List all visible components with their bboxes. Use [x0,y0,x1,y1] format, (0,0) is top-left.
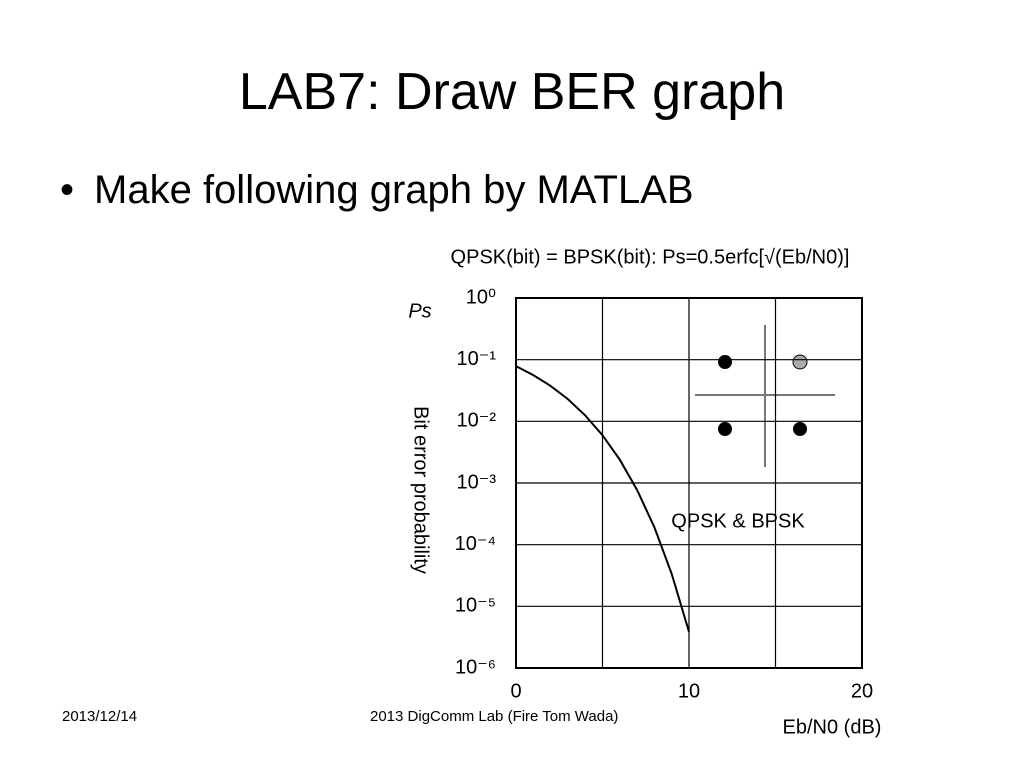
ber-curve [515,365,690,633]
y-tick-label: 10⁻⁴ [455,533,496,555]
y-tick-label: 10⁻² [457,410,497,432]
x-tick-label: 10 [678,680,700,702]
bullet: Make following graph by MATLAB [60,168,694,213]
y-tick-label: 10⁻⁵ [455,595,496,617]
slide-title: LAB7: Draw BER graph [238,63,786,121]
y-tick-label: 10⁰ [466,286,496,308]
constellation-icon [695,325,835,467]
y-symbol: Ps [408,300,431,322]
y-tick-label: 10⁻³ [457,471,497,493]
x-axis-label: Eb/N0 (dB) [783,716,882,738]
x-tick-label: 0 [510,680,521,702]
chart-title: QPSK(bit) = BPSK(bit): Ps=0.5erfc[√(Eb/N… [451,246,850,268]
y-tick-label: 10⁻⁶ [455,656,496,678]
footer-date: 2013/12/14 [62,708,138,725]
x-tick-label: 20 [851,680,873,702]
annotation: QPSK & BPSK [671,510,805,532]
y-axis-label: Bit error probability [410,406,432,574]
footer-credit: 2013 DigComm Lab (Fire Tom Wada) [370,708,619,725]
y-tick-label: 10⁻¹ [457,348,497,370]
